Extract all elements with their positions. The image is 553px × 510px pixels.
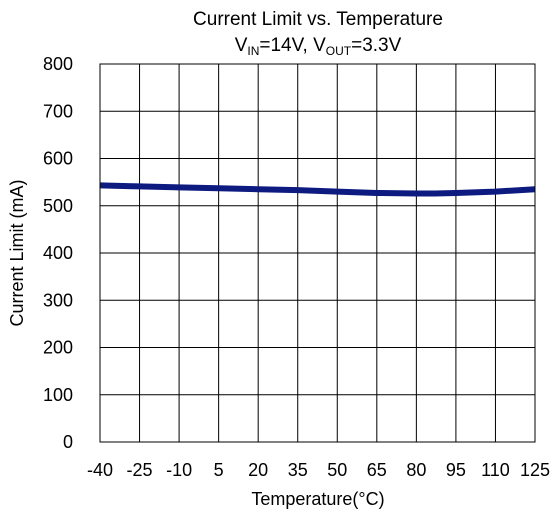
y-axis-label: Current Limit (mA) xyxy=(7,179,27,326)
x-tick-label: 125 xyxy=(520,460,550,480)
subtitle-part: V xyxy=(235,35,248,56)
subtitle-subscript: OUT xyxy=(326,44,352,58)
y-tick-label: 500 xyxy=(43,196,73,216)
x-axis-label: Temperature(°C) xyxy=(251,489,384,509)
x-tick-label: 65 xyxy=(367,460,387,480)
x-tick-label: 5 xyxy=(214,460,224,480)
y-tick-label: 300 xyxy=(43,290,73,310)
subtitle-subscript: IN xyxy=(247,44,259,58)
y-tick-label: 100 xyxy=(43,385,73,405)
series-line xyxy=(99,182,536,197)
x-tick-labels: -40 -25 -10 5 20 35 50 65 80 95 110 125 xyxy=(87,460,550,480)
x-tick-label: -10 xyxy=(166,460,192,480)
grid xyxy=(99,63,536,443)
subtitle-part: =3.3V xyxy=(351,35,402,56)
x-tick-label: -40 xyxy=(87,460,113,480)
y-tick-labels: 0 100 200 300 400 500 600 700 800 xyxy=(43,54,73,452)
y-tick-label: 800 xyxy=(43,54,73,74)
chart-subtitle: VIN=14V, VOUT=3.3V xyxy=(235,35,402,58)
x-tick-label: 95 xyxy=(446,460,466,480)
x-tick-label: -25 xyxy=(127,460,153,480)
y-tick-label: 200 xyxy=(43,338,73,358)
x-tick-label: 80 xyxy=(406,460,426,480)
chart-title: Current Limit vs. Temperature xyxy=(193,9,443,30)
y-tick-label: 400 xyxy=(43,243,73,263)
series-layer xyxy=(99,182,536,197)
subtitle-part: =14V, V xyxy=(259,35,326,56)
plot-border xyxy=(99,63,536,443)
x-tick-label: 20 xyxy=(248,460,268,480)
y-tick-label: 700 xyxy=(43,101,73,121)
x-tick-label: 35 xyxy=(288,460,308,480)
x-tick-label: 50 xyxy=(327,460,347,480)
x-tick-label: 110 xyxy=(481,460,510,480)
y-tick-label: 0 xyxy=(63,432,73,452)
y-tick-label: 600 xyxy=(43,149,73,169)
